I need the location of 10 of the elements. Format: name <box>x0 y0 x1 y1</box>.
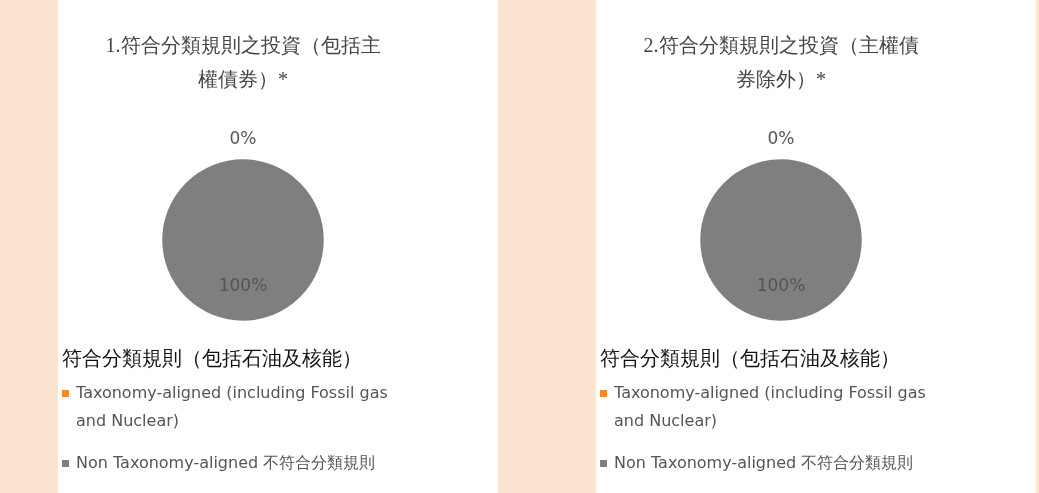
legend-title: 符合分類規則（包括石油及核能） <box>62 347 362 369</box>
text: 0% <box>229 127 257 148</box>
chart-title: 2.符合分類規則之投資（主權債券除外）* <box>643 34 919 90</box>
legend-title: 符合分類規則（包括石油及核能） <box>600 347 900 369</box>
text: 0% <box>767 127 795 148</box>
chart-title: 1.符合分類規則之投資（包括主權債券）* <box>105 34 381 90</box>
legend-label: Taxonomy-aligned (including Fossil gas and Nuclear) <box>613 383 926 430</box>
legend-label: Taxonomy-aligned (including Fossil gas and Nuclear) <box>75 383 388 430</box>
legend-label: Non Taxonomy-aligned 不符合分類規則 <box>614 453 914 472</box>
legend-label: Non Taxonomy-aligned 不符合分類規則 <box>76 453 376 472</box>
